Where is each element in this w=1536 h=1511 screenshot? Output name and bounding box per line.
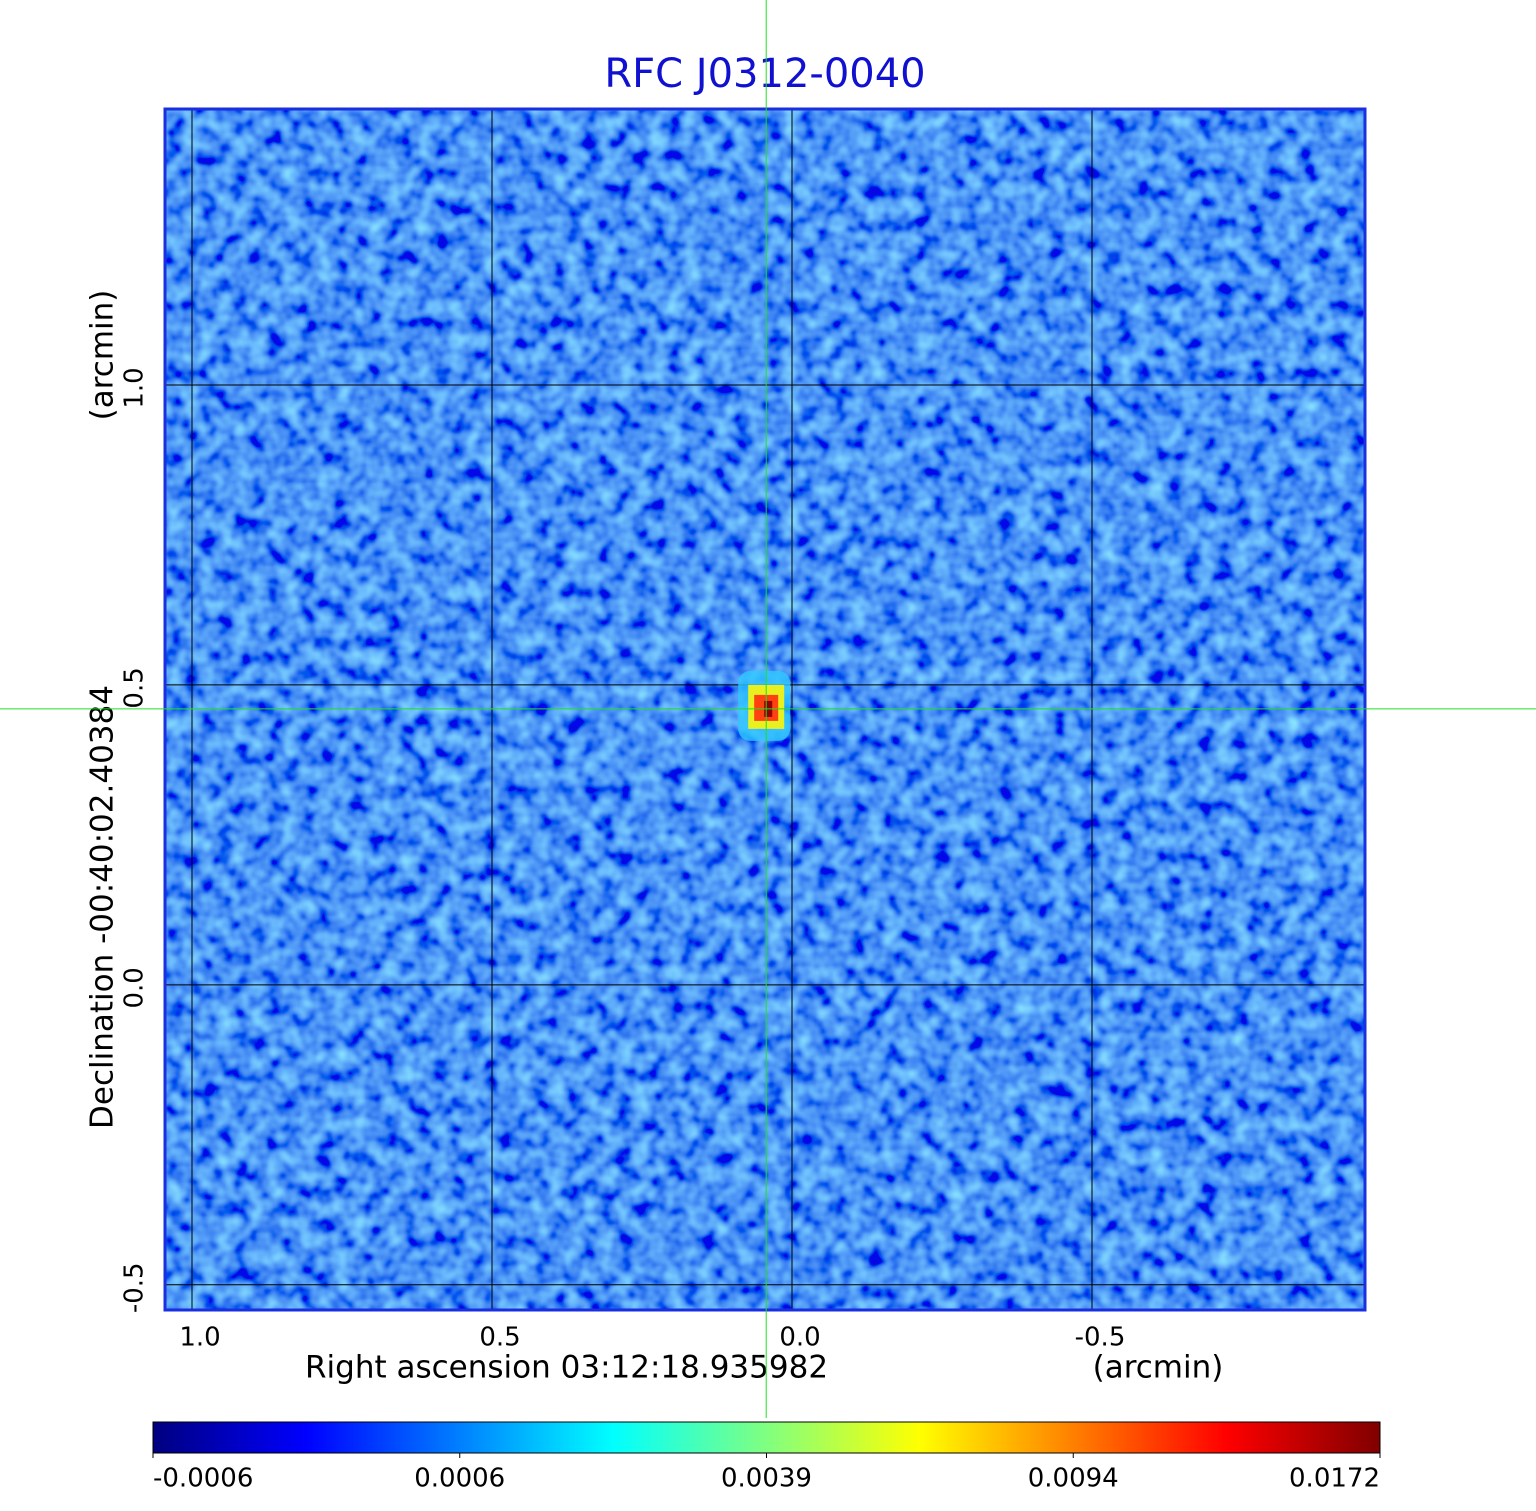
x-axis-unit: (arcmin)	[1093, 1350, 1224, 1386]
y-tick-label: 0.5	[120, 667, 150, 708]
x-tick-label: 0.0	[779, 1323, 820, 1353]
colorbar	[152, 1421, 1381, 1454]
colorbar-tick-label: 0.0094	[1028, 1464, 1119, 1494]
colorbar-tick-label: 0.0172	[1289, 1464, 1380, 1494]
y-tick-label: 1.0	[120, 367, 150, 408]
chart-title: RFC J0312-0040	[604, 51, 925, 97]
colorbar-tick-label: -0.0006	[153, 1464, 253, 1494]
y-axis-unit: (arcmin)	[85, 290, 121, 421]
x-axis-label: Right ascension 03:12:18.935982	[305, 1350, 828, 1386]
y-tick-label: -0.5	[120, 1262, 150, 1313]
source	[738, 670, 791, 741]
x-tick-label: -0.5	[1075, 1323, 1126, 1353]
x-tick-label: 1.0	[179, 1323, 220, 1353]
colorbar-tick-label: 0.0039	[721, 1464, 812, 1494]
colorbar-tick-label: 0.0006	[414, 1464, 505, 1494]
x-tick-label: 0.5	[479, 1323, 520, 1353]
y-tick-label: 0.0	[120, 967, 150, 1008]
y-axis-label: Declination -00:40:02.40384	[85, 685, 121, 1129]
plot-frame	[163, 107, 1367, 1312]
